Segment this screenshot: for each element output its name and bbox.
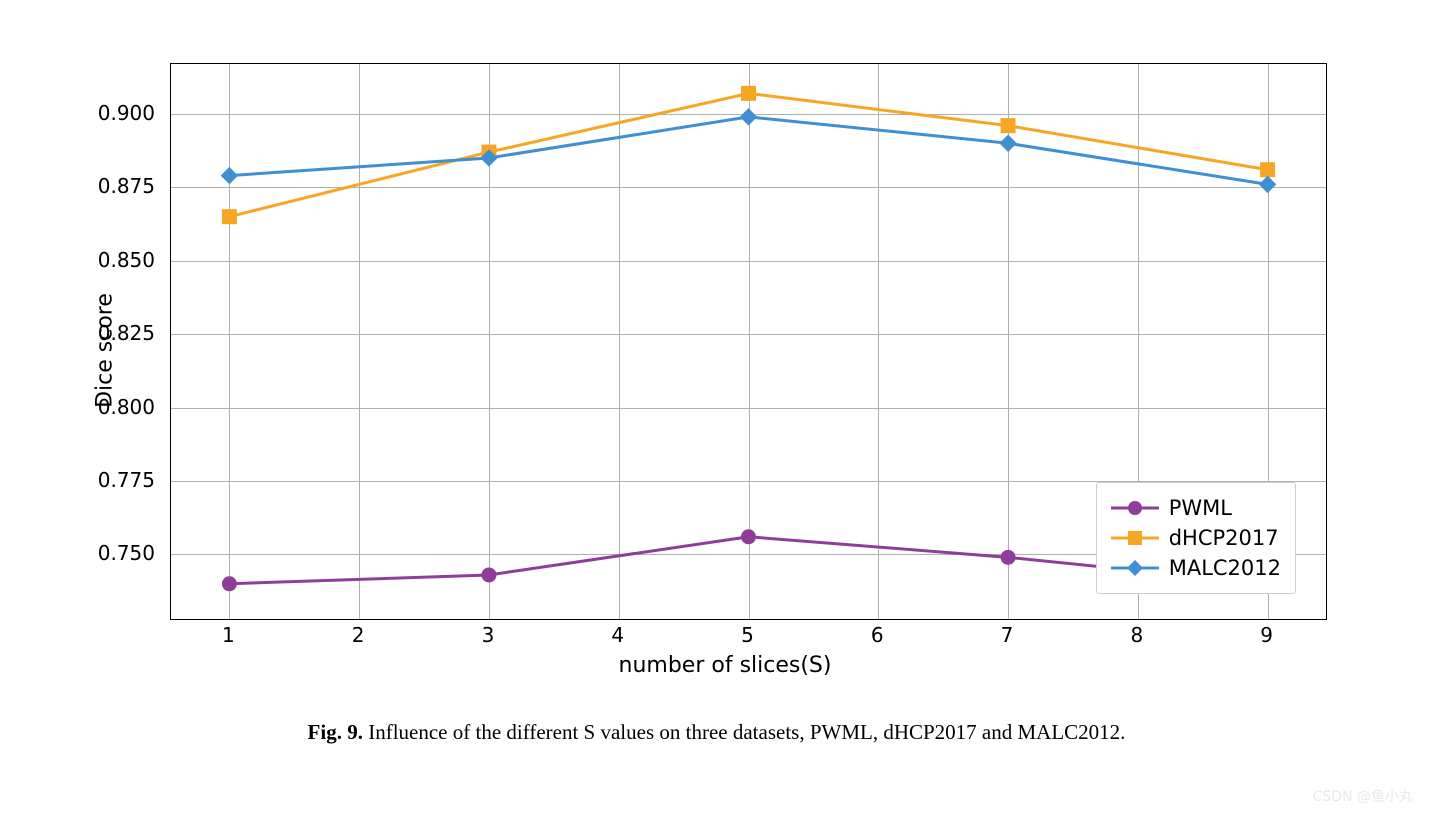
figure-caption: Fig. 9. Influence of the different S val… <box>0 720 1433 745</box>
x-tick-label: 3 <box>482 623 495 647</box>
marker-MALC2012 <box>741 109 757 125</box>
x-tick-label: 8 <box>1130 623 1143 647</box>
caption-body: Influence of the different S values on t… <box>368 720 1125 744</box>
y-tick-label: 0.750 <box>95 541 155 565</box>
caption-label: Fig. 9. <box>308 720 363 744</box>
legend-item-dHCP2017: dHCP2017 <box>1111 523 1281 553</box>
legend-swatch <box>1111 498 1159 518</box>
legend-item-MALC2012: MALC2012 <box>1111 553 1281 583</box>
legend-label: MALC2012 <box>1169 556 1281 580</box>
y-tick-label: 0.825 <box>95 321 155 345</box>
y-tick-label: 0.850 <box>95 248 155 272</box>
plot-area: PWML dHCP2017 MALC2012 <box>170 63 1327 620</box>
legend-swatch <box>1111 528 1159 548</box>
legend: PWML dHCP2017 MALC2012 <box>1096 482 1296 594</box>
legend-item-PWML: PWML <box>1111 493 1281 523</box>
x-tick-label: 1 <box>222 623 235 647</box>
chart-container: Dice score PWML dHCP2017 MALC2012 1 2 3 4 5 6 7 8… <box>85 48 1365 698</box>
marker-PWML <box>222 577 236 591</box>
marker-MALC2012 <box>1000 135 1016 151</box>
marker-PWML <box>1001 550 1015 564</box>
marker-dHCP2017 <box>222 210 236 224</box>
y-axis-label: Dice score <box>93 293 118 408</box>
x-tick-label: 2 <box>352 623 365 647</box>
series-line-MALC2012 <box>229 117 1267 185</box>
y-tick-label: 0.800 <box>95 395 155 419</box>
x-axis-label: number of slices(S) <box>619 653 832 678</box>
legend-label: PWML <box>1169 496 1232 520</box>
marker-PWML <box>482 568 496 582</box>
legend-label: dHCP2017 <box>1169 526 1279 550</box>
y-tick-label: 0.900 <box>95 101 155 125</box>
watermark: CSDN @鱼小丸 <box>1313 786 1413 806</box>
x-tick-label: 4 <box>611 623 624 647</box>
marker-dHCP2017 <box>1001 119 1015 133</box>
marker-dHCP2017 <box>1261 163 1275 177</box>
x-tick-label: 9 <box>1260 623 1273 647</box>
x-tick-label: 7 <box>1001 623 1014 647</box>
y-tick-label: 0.875 <box>95 174 155 198</box>
x-tick-label: 6 <box>871 623 884 647</box>
y-tick-label: 0.775 <box>95 468 155 492</box>
marker-MALC2012 <box>221 168 237 184</box>
marker-dHCP2017 <box>742 86 756 100</box>
marker-MALC2012 <box>1260 176 1276 192</box>
legend-swatch <box>1111 558 1159 578</box>
marker-PWML <box>742 530 756 544</box>
x-tick-label: 5 <box>741 623 754 647</box>
